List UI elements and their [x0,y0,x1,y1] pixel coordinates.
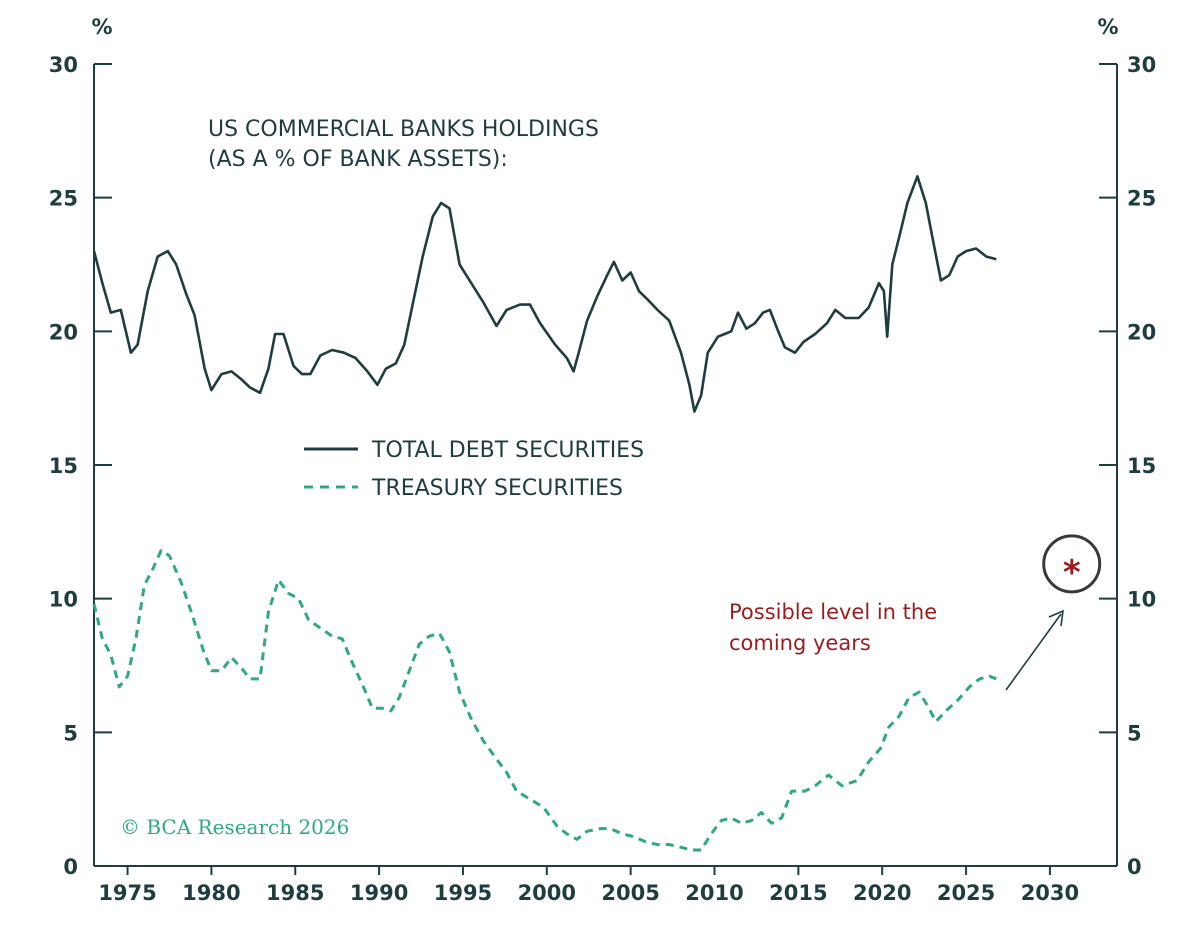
x-tick-label: 2030 [1021,881,1079,905]
x-tick-label: 1980 [182,881,240,905]
chart-subtitle: (AS A % OF BANK ASSETS): [208,147,508,172]
axes [93,64,1118,867]
y-tick-label-right: 15 [1127,454,1156,478]
series-total-debt-line [92,175,997,413]
right-unit-label: % [1097,15,1118,39]
y-tick-label-right: 20 [1127,320,1156,344]
legend-treasury-label: TREASURY SECURITIES [371,476,623,501]
y-tick-label-left: 20 [49,320,78,344]
legend: TOTAL DEBT SECURITIES TREASURY SECURITIE… [304,438,644,501]
annotation-arrow-line [1005,613,1062,691]
annotation-text-line2: coming years [729,631,871,655]
y-tick-label-left: 30 [49,53,78,77]
y-tick-label-left: 10 [49,588,78,612]
y-tick-label-right: 25 [1127,187,1156,211]
legend-total-label: TOTAL DEBT SECURITIES [371,438,644,463]
series-layer [92,175,997,852]
x-tick-label: 1990 [350,881,408,905]
x-tick-label: 1995 [434,881,492,905]
annotation-text-line1: Possible level in the [729,600,937,624]
annotation-circle [1042,534,1102,594]
x-tick-label: 2010 [685,881,743,905]
y-tick-label-right: 30 [1127,53,1156,77]
x-tick-label: 1975 [98,881,156,905]
annotation-asterisk: * [1063,553,1081,593]
y-tick-label-left: 5 [63,721,78,745]
y-tick-label-left: 15 [49,454,78,478]
series-treasury-line [92,549,997,852]
x-tick-label: 1985 [266,881,324,905]
y-tick-label-right: 5 [1127,721,1142,745]
y-tick-label-left: 0 [63,855,78,879]
copyright-label: © BCA Research 2026 [120,815,349,839]
annotation: Possible level in the coming years * [729,534,1102,691]
chart-title: US COMMERCIAL BANKS HOLDINGS [208,117,599,142]
x-tick-label: 2000 [518,881,576,905]
left-unit-label: % [91,15,112,39]
y-tick-label-right: 0 [1127,855,1142,879]
y-tick-label-right: 10 [1127,588,1156,612]
x-tick-label: 2020 [853,881,911,905]
x-tick-label: 2015 [769,881,827,905]
x-tick-label: 2025 [937,881,995,905]
annotation-arrow-head [1048,609,1064,627]
axis-ticks [94,63,1117,875]
y-tick-label-left: 25 [49,187,78,211]
x-tick-label: 2005 [601,881,659,905]
